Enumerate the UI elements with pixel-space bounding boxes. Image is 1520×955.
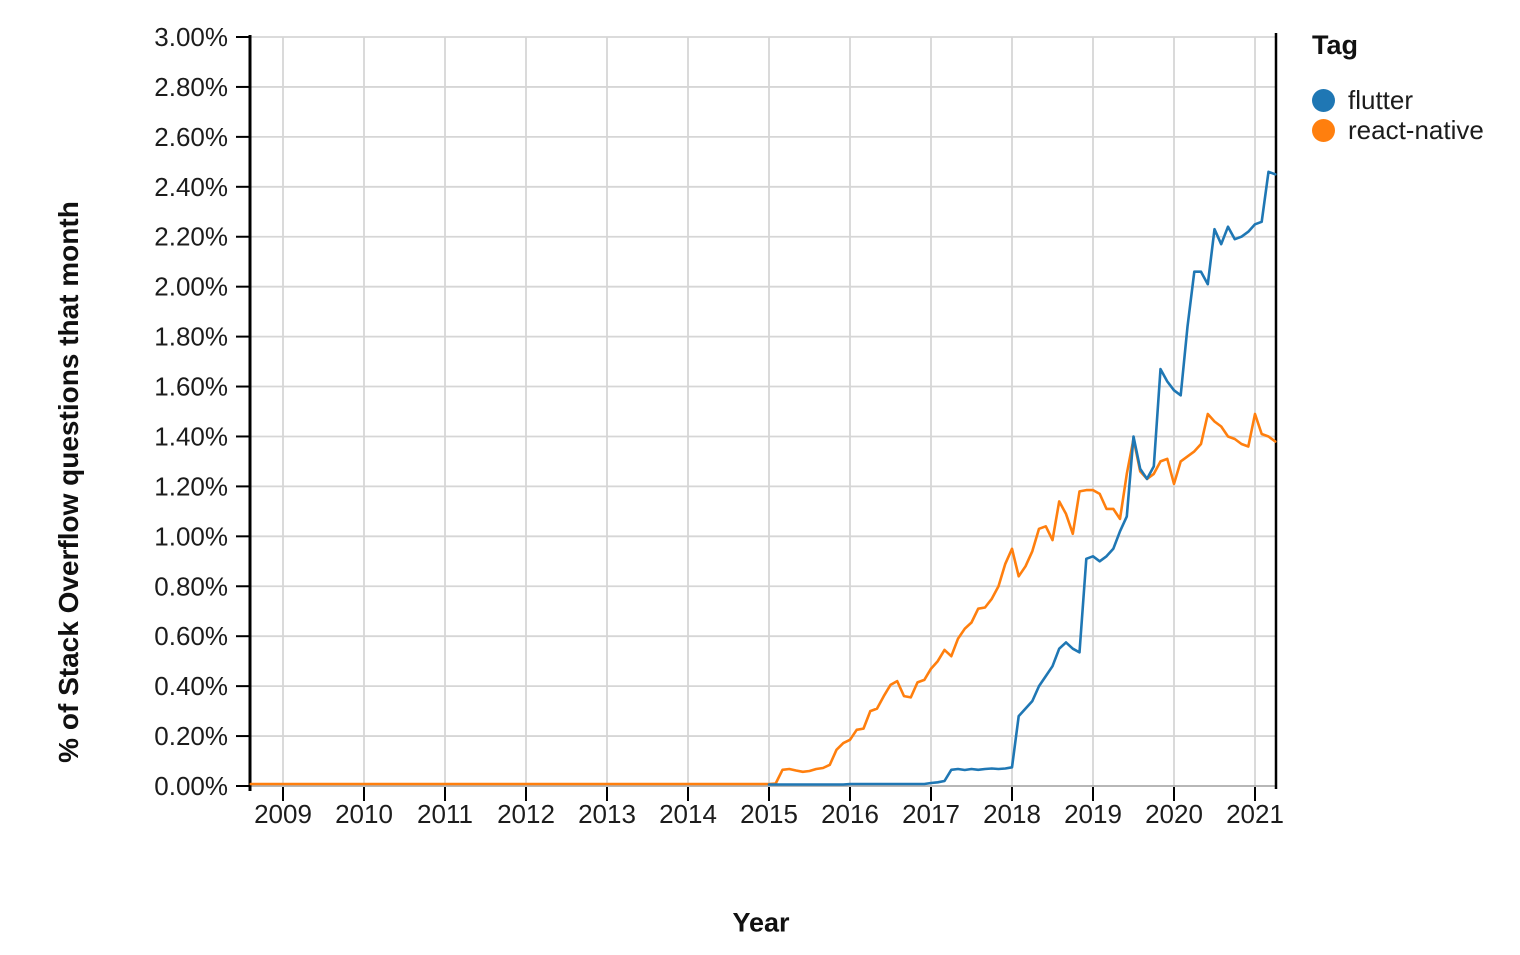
x-tick-label: 2019 bbox=[1064, 799, 1122, 829]
legend-label: flutter bbox=[1348, 85, 1414, 115]
y-tick-label: 0.20% bbox=[154, 721, 228, 751]
x-tick-label: 2012 bbox=[497, 799, 555, 829]
flutter-line[interactable] bbox=[767, 170, 1277, 786]
y-tick-label: 2.20% bbox=[154, 222, 228, 252]
x-tick-label: 2011 bbox=[417, 799, 473, 829]
y-axis-title: % of Stack Overflow questions that month bbox=[53, 201, 84, 763]
x-tick-label: 2017 bbox=[902, 799, 960, 829]
y-tick-label: 1.20% bbox=[154, 471, 228, 501]
y-tick-label: 2.40% bbox=[154, 172, 228, 202]
legend-label: react-native bbox=[1348, 115, 1484, 145]
x-tick-label: 2009 bbox=[254, 799, 312, 829]
legend-title: Tag bbox=[1312, 30, 1358, 60]
y-tick-label: 3.00% bbox=[154, 22, 228, 52]
y-tick-label: 2.80% bbox=[154, 72, 228, 102]
x-tick-label: 2018 bbox=[983, 799, 1041, 829]
y-tick-label: 0.40% bbox=[154, 671, 228, 701]
legend: Tag flutter react-native bbox=[1312, 30, 1484, 145]
y-tick-label: 0.80% bbox=[154, 571, 228, 601]
y-tick-label: 0.00% bbox=[154, 771, 228, 801]
x-tick-label: 2010 bbox=[335, 799, 393, 829]
y-tick-label: 2.60% bbox=[154, 122, 228, 152]
y-tick-label: 2.00% bbox=[154, 272, 228, 302]
legend-swatch-react-native-icon bbox=[1312, 118, 1335, 142]
legend-item-flutter: flutter bbox=[1312, 85, 1484, 115]
y-tick-label: 1.00% bbox=[154, 521, 228, 551]
x-tick-label: 2015 bbox=[740, 799, 798, 829]
y-tick-label: 1.60% bbox=[154, 372, 228, 402]
y-tick-label: 1.80% bbox=[154, 322, 228, 352]
x-tick-label: 2020 bbox=[1145, 799, 1203, 829]
legend-items: flutter react-native bbox=[1312, 85, 1484, 145]
x-tick-label: 2021 bbox=[1226, 799, 1284, 829]
legend-swatch-flutter-icon bbox=[1312, 88, 1335, 112]
x-tick-label: 2014 bbox=[659, 799, 717, 829]
x-tick-label: 2013 bbox=[578, 799, 636, 829]
y-tick-label: 1.40% bbox=[154, 421, 228, 451]
react-native-line[interactable] bbox=[249, 412, 1277, 786]
y-tick-label: 0.60% bbox=[154, 621, 228, 651]
x-tick-label: 2016 bbox=[821, 799, 879, 829]
x-axis-title: Year bbox=[732, 907, 790, 938]
legend-item-react-native: react-native bbox=[1312, 115, 1484, 145]
